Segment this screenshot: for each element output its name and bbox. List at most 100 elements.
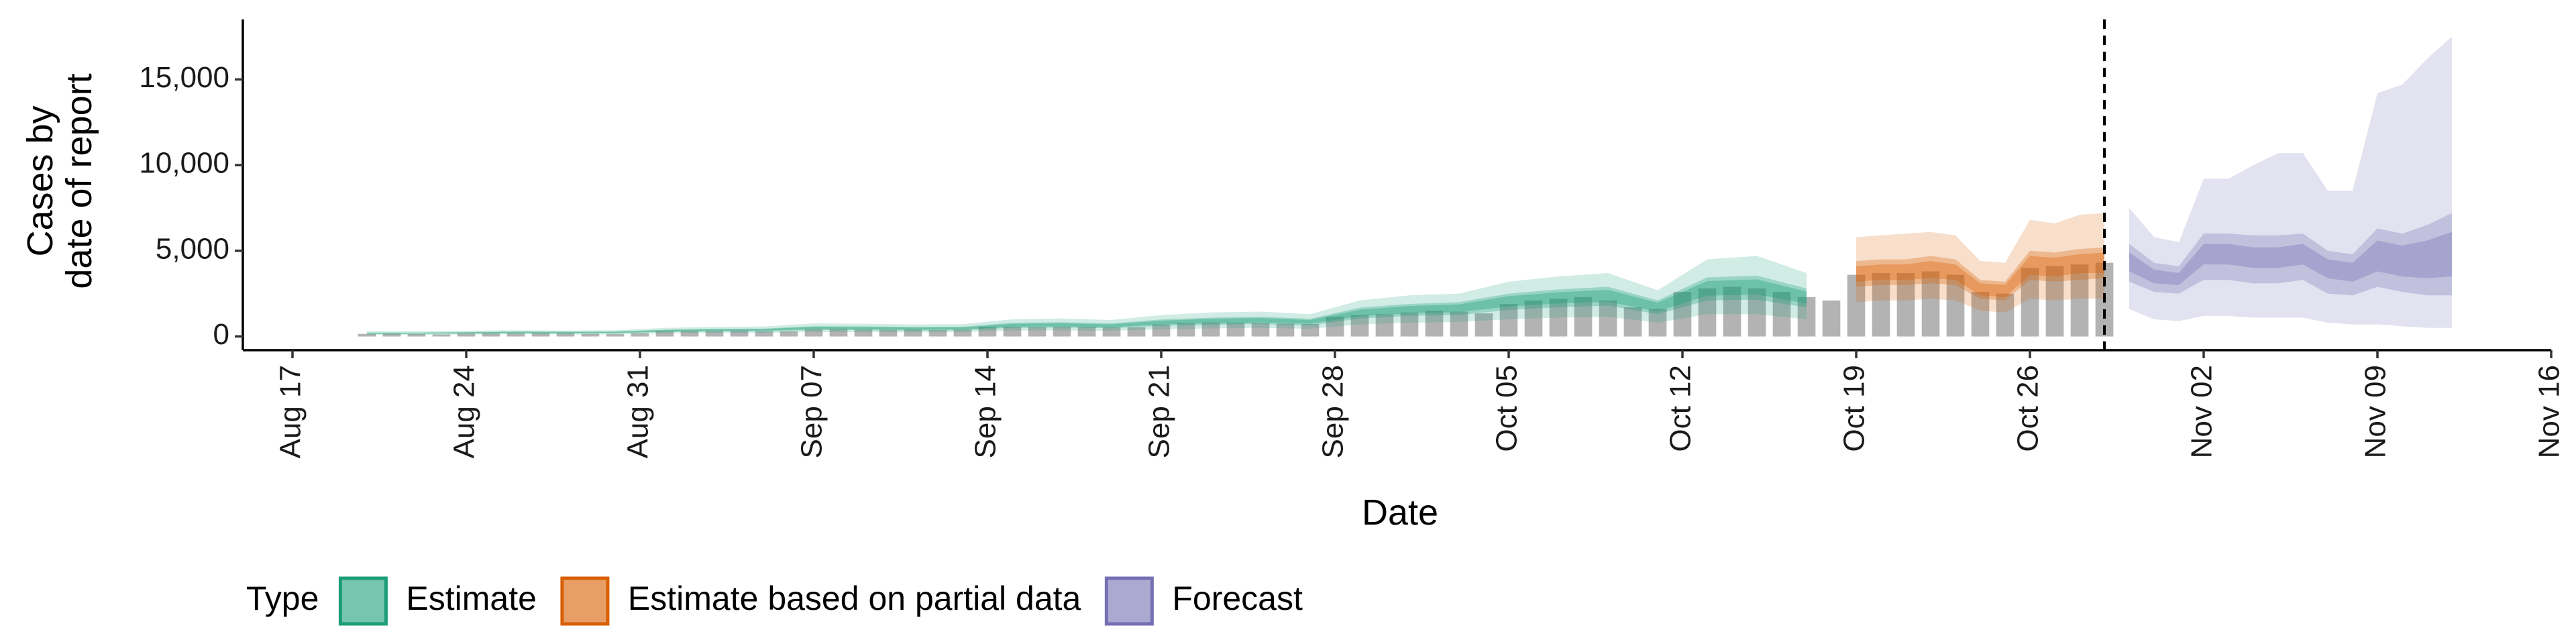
bar	[978, 327, 997, 337]
ribbon-series	[367, 256, 1807, 335]
bar	[1574, 297, 1593, 337]
bar	[1375, 314, 1394, 337]
bar	[655, 331, 674, 337]
bar	[358, 333, 376, 337]
bar	[1003, 327, 1022, 337]
bar	[1549, 299, 1568, 337]
x-tick-label: Oct 19	[1838, 365, 1871, 452]
bar	[1872, 273, 1890, 337]
bar	[1326, 317, 1344, 337]
bar	[432, 334, 451, 337]
bar	[1177, 323, 1195, 337]
bar	[1053, 326, 1071, 337]
y-tick-label: 10,000	[139, 147, 229, 180]
bar	[680, 331, 699, 337]
bar	[1723, 286, 1741, 337]
x-tick-label: Nov 09	[2359, 365, 2392, 458]
bar	[1648, 309, 1667, 337]
x-tick-label: Nov 02	[2186, 365, 2218, 458]
bar	[1350, 315, 1369, 337]
bar	[705, 331, 724, 337]
bar	[1077, 327, 1096, 337]
bar	[928, 329, 947, 337]
bar	[506, 333, 525, 337]
legend-label: Estimate based on partial data	[628, 580, 1081, 617]
bar	[556, 333, 575, 337]
bar	[804, 329, 823, 337]
bar	[2045, 266, 2064, 337]
bar	[407, 333, 426, 337]
bar	[1971, 292, 1990, 337]
bar	[1599, 300, 1617, 337]
bar	[1474, 313, 1493, 337]
bar	[1425, 311, 1444, 337]
bar	[1450, 311, 1468, 337]
bar	[2021, 268, 2039, 337]
legend-label: Forecast	[1172, 580, 1303, 617]
bar	[1797, 297, 1816, 337]
y-axis-title-line: date of report	[59, 73, 99, 288]
x-tick-label: Oct 05	[1491, 365, 1523, 452]
bar	[457, 333, 476, 337]
bar	[1201, 322, 1220, 337]
bar	[1301, 323, 1320, 337]
bar	[1698, 288, 1717, 337]
bar	[1921, 271, 1940, 337]
bar	[631, 333, 649, 337]
bar	[1226, 322, 1245, 337]
bar	[879, 329, 898, 337]
bar	[829, 329, 848, 337]
ribbon-band	[1856, 213, 2104, 313]
legend-label: Estimate	[406, 580, 537, 617]
legend: Type Estimate Estimate based on partial da…	[246, 576, 1303, 626]
ribbon-series	[2129, 36, 2452, 328]
x-tick-label: Sep 14	[969, 365, 1002, 458]
y-tick-label: 5,000	[156, 232, 229, 265]
x-tick-label: Aug 31	[622, 365, 655, 458]
x-tick-label: Nov 16	[2533, 365, 2566, 458]
bar	[1996, 293, 2015, 337]
bars	[358, 262, 2114, 337]
ribbon-band	[2129, 231, 2452, 285]
bar	[953, 329, 972, 337]
bar	[1946, 274, 1965, 337]
bar	[382, 333, 401, 337]
bar	[1102, 327, 1121, 337]
bar	[1251, 323, 1270, 337]
x-tick-label: Oct 26	[2012, 365, 2045, 452]
bar	[1772, 292, 1791, 337]
ribbon-band	[2129, 36, 2452, 328]
x-tick-label: Sep 21	[1143, 365, 1176, 458]
ribbon-band	[1856, 247, 2104, 301]
bar	[1822, 300, 1841, 337]
x-axis-title: Date	[1362, 492, 1438, 533]
bar	[1276, 323, 1295, 337]
x-tick-label: Oct 12	[1664, 365, 1697, 452]
x-tick-label: Sep 07	[796, 365, 828, 458]
ribbon-band	[1856, 252, 2104, 297]
bar	[904, 329, 922, 337]
bar	[1524, 300, 1543, 337]
legend-key	[1104, 576, 1154, 626]
x-tick-label: Aug 24	[448, 365, 481, 458]
ribbon-band	[2129, 213, 2452, 296]
bar	[1748, 288, 1766, 337]
legend-key	[338, 576, 388, 626]
bar	[1152, 324, 1171, 337]
bar	[1028, 327, 1046, 337]
bar	[1847, 274, 1866, 337]
bar	[1400, 312, 1419, 337]
bar	[730, 330, 749, 337]
bar	[780, 331, 798, 337]
bar	[1623, 307, 1642, 337]
x-tick-label: Aug 17	[274, 365, 307, 458]
bar	[531, 333, 550, 337]
legend-key	[560, 576, 610, 626]
bar	[581, 333, 600, 337]
ribbon-band	[367, 275, 1807, 334]
y-axis-title: Cases by date of report	[20, 73, 99, 288]
bar	[755, 331, 773, 337]
ribbon-series	[1856, 213, 2104, 313]
y-tick-label: 15,000	[139, 61, 229, 94]
